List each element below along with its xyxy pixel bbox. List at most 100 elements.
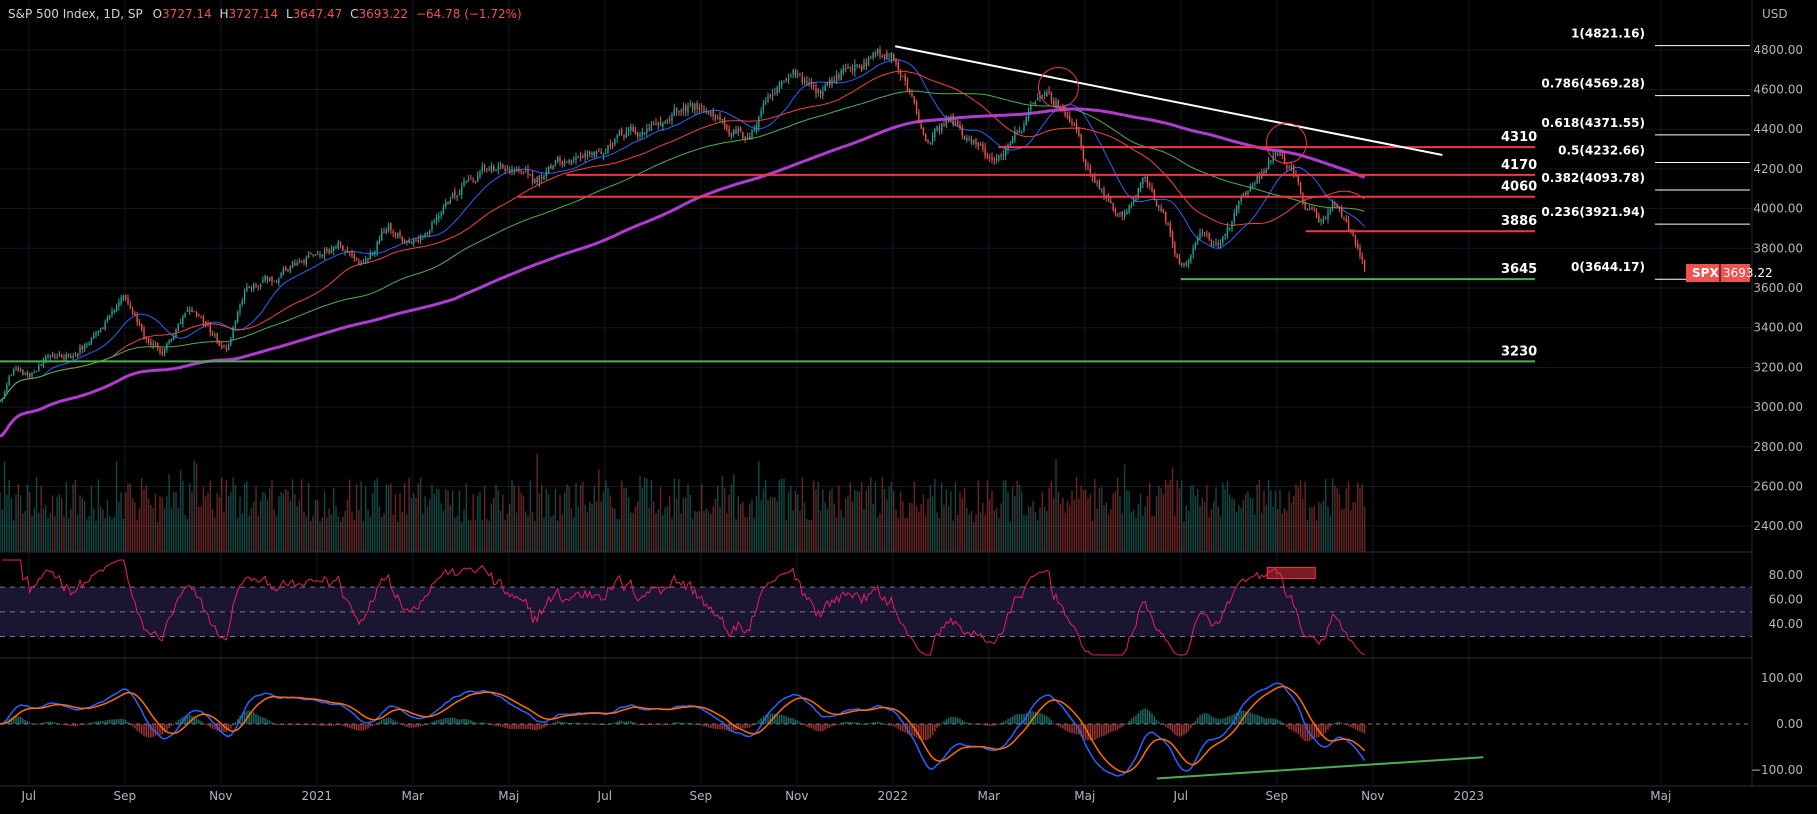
candle-body [1197, 237, 1199, 242]
candle-body [591, 153, 593, 155]
volume-bar [269, 488, 271, 552]
candle-body [1162, 209, 1165, 213]
macd-hist-bar [1299, 724, 1302, 737]
candle-body [746, 137, 749, 140]
candle-body [257, 285, 259, 287]
candle-body [819, 90, 822, 95]
macd-hist-bar [717, 724, 719, 730]
candle-body [113, 310, 115, 313]
volume-bar [893, 490, 895, 552]
macd-hist-bar [163, 724, 166, 733]
macd-hist-bar [445, 717, 447, 724]
volume-bar [1343, 508, 1345, 552]
macd-hist-bar [872, 722, 874, 724]
candle-body [648, 128, 650, 130]
macd-hist-bar [941, 723, 943, 725]
x-tick-label: 2023 [1454, 789, 1485, 803]
candle-body [925, 134, 927, 141]
volume-bar [794, 490, 797, 552]
volume-bar [417, 483, 419, 552]
candle-body [936, 126, 938, 131]
fibonacci-levels[interactable]: 1(4821.16)0.786(4569.28)0.618(4371.55)0.… [1541, 27, 1750, 280]
macd-hist-bar [806, 724, 808, 727]
macd-hist-bar [705, 724, 707, 728]
candle-body [893, 53, 895, 61]
candle-body [561, 161, 563, 165]
candle-body [234, 321, 237, 327]
high-label: H [220, 7, 229, 21]
macd-hist-bar [769, 713, 771, 724]
volume-bar [785, 519, 787, 552]
volume-bar [680, 513, 682, 552]
volume-bar [568, 486, 570, 552]
candle-body [1254, 182, 1256, 184]
volume-bar [360, 481, 362, 552]
candle-body [712, 110, 714, 117]
macd-hist-bar [282, 724, 285, 725]
candle-body [333, 246, 335, 252]
volume-bar [691, 518, 694, 552]
macd-hist-bar [803, 724, 806, 726]
macd-hist-bar [1185, 724, 1187, 734]
volume-bar [353, 520, 355, 552]
volume-bar [685, 497, 687, 552]
volume-bar [413, 492, 415, 552]
macd-hist-bar [1064, 724, 1066, 731]
volume-bar [1354, 502, 1357, 552]
volume-bar [531, 512, 534, 552]
macd-hist-bar [1181, 724, 1183, 737]
candle-body [419, 236, 422, 241]
macd-hist-bar [1174, 724, 1176, 735]
candle-body [506, 169, 509, 171]
macd-hist-bar [968, 722, 970, 724]
candle-body [650, 123, 653, 130]
candle-body [1263, 170, 1265, 174]
macd-hist-bar [541, 724, 543, 729]
volume-bar [808, 520, 810, 552]
volume-bar [1286, 511, 1288, 552]
candle-body [168, 340, 170, 344]
candle-body [1361, 256, 1363, 260]
macd-hist-bar [88, 723, 90, 725]
macd-hist-bar [586, 723, 589, 725]
volume-bar [1032, 500, 1034, 552]
macd-hist-bar [1162, 724, 1165, 725]
candle-body [911, 93, 913, 98]
macd-hist-bar [598, 723, 600, 725]
volume-bar [792, 510, 794, 552]
volume-bar [936, 512, 938, 552]
candle-body [1103, 189, 1105, 199]
candle-body [10, 375, 13, 377]
volume-bar [419, 477, 422, 552]
macd-hist-bar [618, 720, 621, 724]
macd-hist-bar [543, 724, 545, 728]
volume-bar [312, 515, 314, 552]
volume-bar [591, 503, 593, 552]
drawings[interactable] [895, 45, 1443, 164]
macd-hist-bar [1274, 718, 1277, 724]
volume-bar [925, 515, 927, 552]
candle-body [682, 108, 685, 112]
volume-bar [198, 507, 200, 552]
volume-bar [175, 491, 177, 552]
volume-bar [1290, 502, 1293, 552]
macd-hist-bar [79, 724, 81, 726]
volume-bar [47, 517, 49, 552]
candle-body [966, 138, 968, 141]
macd-hist-bar [858, 722, 861, 724]
candle-body [824, 84, 826, 92]
macd-hist-bar [179, 718, 182, 724]
macd-hist-bar [362, 724, 365, 731]
candle-body [1325, 218, 1327, 220]
volume-bar [1242, 499, 1245, 552]
volume-bar [83, 501, 86, 552]
volume-bar [179, 470, 182, 552]
candle-body [1318, 215, 1320, 222]
volume-bar [877, 517, 879, 552]
macd-hist-bar [966, 722, 968, 724]
candle-body [173, 336, 175, 340]
candle-body [728, 128, 730, 135]
